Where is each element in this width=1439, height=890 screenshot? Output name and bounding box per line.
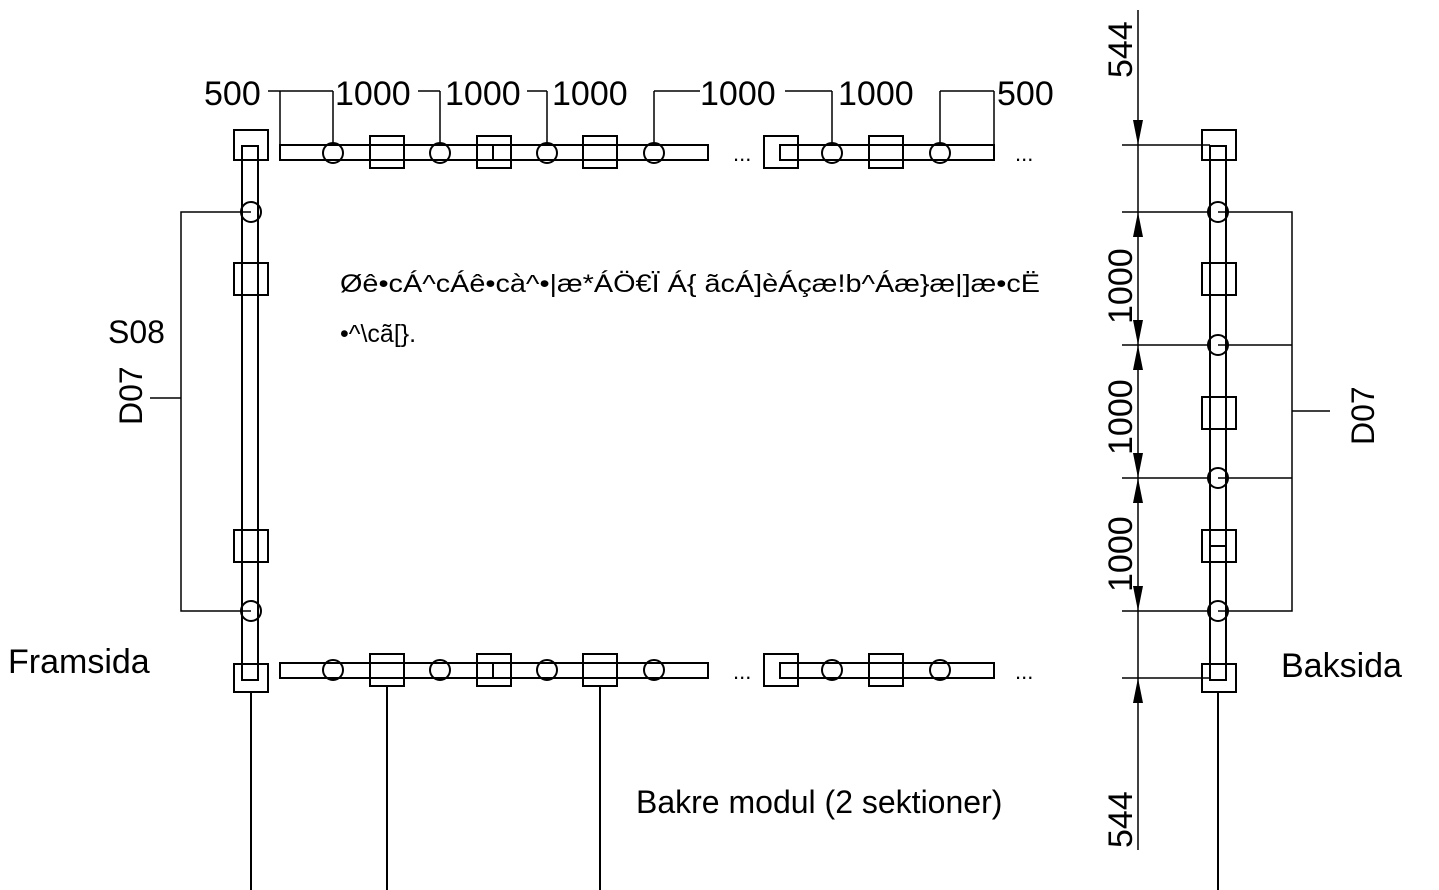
right-dimension-lines [1122, 10, 1210, 850]
top-dimension-lines [268, 90, 995, 145]
garbled-text-line-2: •^\cã[}. [340, 320, 416, 348]
top-dim-1000-a: 1000 [335, 75, 411, 113]
bottom-ellipsis-1: ... [733, 659, 751, 684]
top-dim-500-left: 500 [204, 75, 261, 113]
top-dim-1000-b: 1000 [445, 75, 521, 113]
top-dim-1000-c: 1000 [552, 75, 628, 113]
bottom-beam [279, 653, 995, 890]
back-label: Baksida [1281, 647, 1402, 685]
garbled-text-line-1: Øê•cÁ^cÁê•cà^•|æ*ÁÖ€Ï Á{ ãcÁ]èÁçæ!b^Áæ}æ… [340, 269, 1040, 298]
dim-544-top: 544 [1102, 21, 1140, 78]
top-beam [279, 135, 995, 169]
front-post [233, 129, 269, 890]
top-dim-500-right: 500 [997, 75, 1054, 113]
top-ellipsis-1: ... [733, 141, 751, 166]
bottom-ellipsis-2: ... [1015, 659, 1033, 684]
back-post [1201, 129, 1237, 890]
top-ellipsis-2: ... [1015, 141, 1033, 166]
right-bracket [1218, 211, 1330, 612]
dim-1000-right-a: 1000 [1102, 248, 1140, 324]
dim-1000-right-b: 1000 [1102, 379, 1140, 455]
left-bracket [150, 211, 251, 612]
front-label: Framsida [8, 643, 150, 681]
d07-right-label: D07 [1345, 386, 1381, 445]
s08-label: S08 [108, 314, 165, 350]
top-dim-1000-d: 1000 [700, 75, 776, 113]
dim-1000-right-c: 1000 [1102, 516, 1140, 592]
dim-544-bottom: 544 [1102, 791, 1140, 848]
caption-label: Bakre modul (2 sektioner) [636, 784, 1002, 820]
top-dim-1000-e: 1000 [838, 75, 914, 113]
d07-left-label: D07 [113, 366, 149, 425]
